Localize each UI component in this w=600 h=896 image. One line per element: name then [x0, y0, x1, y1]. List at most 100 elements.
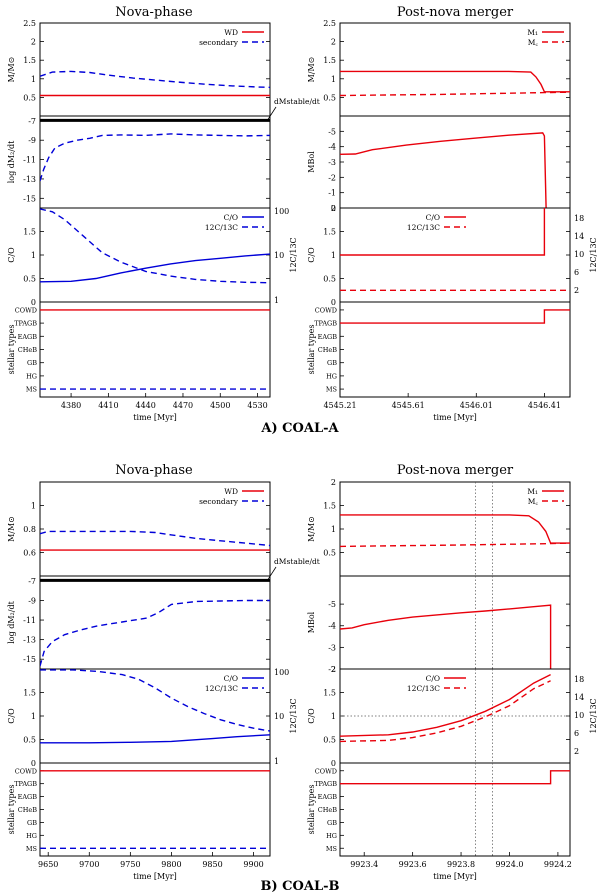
y2-axis-label: 12C/13C — [289, 237, 298, 272]
y-tick-label: -5 — [328, 127, 336, 136]
x-tick-label: 4470 — [173, 401, 193, 410]
y-category-label: CHeB — [318, 346, 337, 354]
x-tick-label: 4440 — [135, 401, 155, 410]
y-tick-label: 1.5 — [323, 689, 336, 698]
y-tick-label: 2 — [331, 204, 336, 213]
y-axis-label: MBol — [307, 611, 316, 633]
y-tick-label: -9 — [28, 596, 36, 605]
y-tick-label: 1 — [31, 75, 36, 84]
series-line-c-o — [40, 253, 270, 283]
x-tick-label: 4545.21 — [323, 401, 356, 410]
legend-label: C/O — [224, 213, 238, 222]
y-tick-label: 1 — [331, 75, 336, 84]
y-category-label: TPAGB — [314, 320, 337, 328]
y-tick-label: 1 — [31, 502, 36, 511]
y-axis-label: C/O — [307, 247, 316, 263]
y-tick-label: 1 — [331, 525, 336, 534]
x-tick-label: 9923.4 — [350, 860, 378, 869]
y-category-label: CHeB — [18, 346, 37, 354]
panel-A-right-types: stellar types MS HG GB CHeB EAGB TPAGB COWD 4545… — [307, 301, 571, 422]
series-group — [40, 70, 270, 97]
y2-tick-label: 10 — [574, 250, 584, 259]
y-category-label: COWD — [315, 767, 337, 775]
y2-tick-label: 1 — [274, 757, 279, 766]
y-tick-label: -13 — [23, 175, 36, 184]
y-tick-label: -15 — [23, 194, 36, 203]
series-group — [340, 208, 570, 291]
caption-coal-b: B) COAL-B — [261, 879, 340, 894]
legend-label: M₁ — [527, 487, 538, 496]
y-category-label: GB — [327, 359, 337, 367]
legend-label: secondary — [199, 497, 239, 506]
series-group — [40, 578, 270, 667]
panel-B-left-types: stellar types MS HG GB CHeB EAGB TPAGB COWD 9650… — [7, 762, 271, 881]
y2-tick-label: 14 — [574, 232, 584, 241]
legend-label: M꜀ — [528, 497, 539, 506]
x-tick-label: 9750 — [120, 860, 140, 869]
series-line-m1 — [340, 514, 570, 544]
y-category-label: TPAGB — [14, 320, 37, 328]
y-category-label: HG — [326, 372, 337, 380]
y2-tick-label: 2 — [574, 286, 579, 295]
panel-B-right-mbol: MBol -2 -3 -4 -5 — [307, 575, 571, 674]
legend-label: 12C/13C — [407, 223, 440, 232]
y-tick-label: 1 — [331, 251, 336, 260]
y-category-label: COWD — [315, 306, 337, 314]
y-tick-label: 0.5 — [323, 736, 336, 745]
y2-tick-label: 100 — [274, 668, 289, 677]
y-category-label: EAGB — [318, 793, 338, 801]
y-axis-label: C/O — [307, 708, 316, 724]
y-category-label: CHeB — [318, 806, 337, 814]
y-axis-label: stellar types — [7, 784, 16, 834]
plot-frame — [39, 301, 271, 398]
y-tick-label: 1 — [31, 251, 36, 260]
y-category-label: EAGB — [18, 333, 38, 341]
y2-tick-label: 10 — [274, 712, 284, 721]
series-line-c-o — [340, 673, 551, 737]
x-tick-label: 4546.41 — [528, 401, 561, 410]
y-tick-label: 2 — [331, 478, 336, 487]
series-group — [340, 514, 570, 548]
y-tick-label: -7 — [28, 577, 36, 586]
x-tick-label: 9700 — [79, 860, 99, 869]
y-category-label: MS — [26, 845, 37, 853]
series-group — [340, 132, 547, 208]
series-line-dm2-dt — [40, 133, 270, 182]
y-category-label: MS — [326, 845, 337, 853]
series-group — [340, 604, 552, 669]
series-group — [40, 669, 270, 744]
legend-label: C/O — [426, 674, 440, 683]
header-nova-phase-b: Nova-phase — [115, 463, 193, 478]
series-line-dm2-dt — [40, 599, 270, 667]
y-category-label: TPAGB — [14, 780, 37, 788]
y-tick-label: 0 — [331, 298, 336, 307]
x-tick-label: 4546.01 — [460, 401, 493, 410]
series-line-12c-13c — [40, 208, 270, 284]
legend-label: 12C/13C — [205, 223, 238, 232]
header-nova-phase-a: Nova-phase — [115, 5, 193, 20]
y-tick-label: 1.5 — [23, 689, 36, 698]
panel-A-right-mbol: MBol 0 -1 -2 -3 -4 -5 — [307, 115, 571, 213]
series-line-mc — [340, 542, 570, 548]
panel-B-right-mass: M/M⊙ 0.5 1 1.5 2 M₁M꜀ — [307, 478, 571, 577]
x-tick-label: 4500 — [210, 401, 230, 410]
y-tick-label: 0.5 — [323, 275, 336, 284]
series-line-m1 — [340, 70, 570, 93]
y-category-label: HG — [26, 372, 37, 380]
series-group — [340, 309, 570, 324]
legend-label: C/O — [224, 674, 238, 683]
x-axis-label: time [Myr] — [133, 413, 176, 422]
x-tick-label: 9924.2 — [544, 860, 572, 869]
y-tick-label: -5 — [328, 600, 336, 609]
y2-tick-label: 10 — [274, 251, 284, 260]
series-line-secondary — [40, 70, 270, 89]
y-axis-label: M/M⊙ — [307, 516, 316, 542]
legend-label: secondary — [199, 38, 239, 47]
series-line-c-o — [40, 734, 270, 744]
y-category-label: HG — [326, 832, 337, 840]
header-post-nova-b: Post-nova merger — [397, 463, 514, 478]
